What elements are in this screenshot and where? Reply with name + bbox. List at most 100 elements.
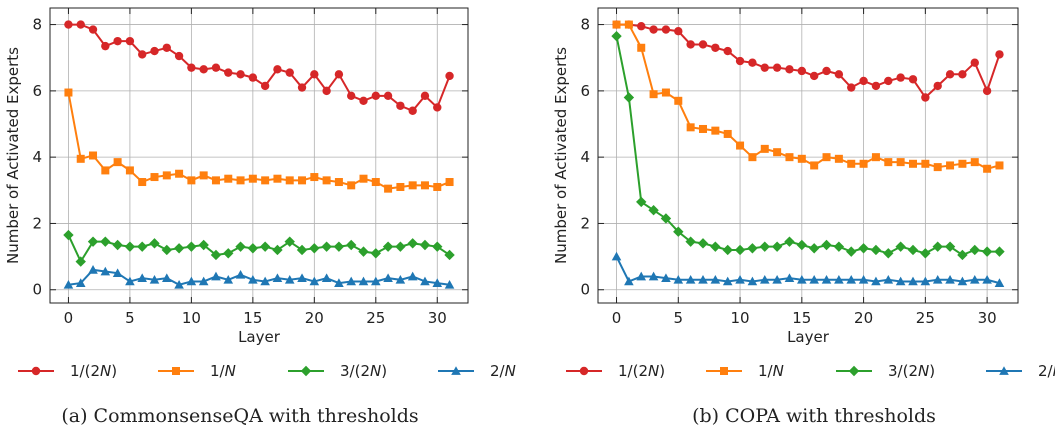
data-point [248, 174, 257, 183]
data-point [334, 178, 343, 187]
data-point [444, 279, 455, 289]
legend-marker [999, 366, 1009, 375]
data-point [334, 278, 344, 287]
y-tick-label: 8 [32, 16, 42, 34]
data-point [883, 274, 894, 284]
data-point [175, 169, 184, 178]
data-point [833, 241, 845, 252]
data-point [908, 75, 918, 84]
data-point [444, 249, 455, 261]
data-point [395, 241, 406, 252]
data-point [896, 158, 905, 167]
data-point [310, 70, 319, 79]
plot-frame [597, 7, 1019, 304]
y-tick-label: 6 [32, 82, 42, 100]
data-point [895, 241, 906, 252]
data-point [735, 274, 745, 284]
series-line [615, 256, 1000, 285]
data-point [710, 241, 721, 252]
x-tick-label: 5 [674, 309, 684, 327]
data-point [346, 276, 357, 286]
data-point [113, 36, 122, 46]
data-point [101, 41, 110, 51]
data-point [945, 70, 955, 79]
x-tick-label: 25 [366, 309, 385, 327]
data-point [322, 86, 331, 96]
data-point [797, 66, 807, 76]
data-point [161, 244, 172, 256]
data-point [760, 144, 769, 153]
data-point [907, 244, 919, 256]
data-point [150, 46, 159, 56]
data-point [994, 246, 1005, 257]
y-tick-label: 0 [580, 281, 590, 299]
data-point [957, 249, 968, 261]
data-point [309, 276, 320, 286]
y-tick-label: 8 [580, 16, 590, 34]
data-point [624, 20, 633, 29]
data-point [211, 176, 220, 185]
data-point [808, 243, 820, 254]
data-point [624, 276, 634, 286]
data-point [611, 30, 622, 42]
legend-label: 2/N [1038, 362, 1055, 380]
data-point [722, 244, 733, 256]
data-point [648, 271, 659, 281]
data-point [333, 241, 345, 252]
data-point [149, 238, 160, 249]
data-point [432, 278, 443, 287]
data-point [933, 81, 942, 91]
data-point [347, 181, 356, 190]
data-point [125, 276, 135, 286]
data-point [921, 159, 930, 168]
y-tick-label: 0 [32, 281, 42, 299]
data-point [946, 161, 955, 170]
data-point [112, 268, 123, 278]
data-point [187, 176, 196, 185]
data-point [322, 176, 331, 185]
legend-label: 1/N [758, 362, 784, 380]
chart-caption: (a) CommonsenseQA with thresholds [61, 405, 418, 427]
data-point [64, 88, 73, 97]
data-point [636, 271, 647, 281]
data-point [994, 278, 1005, 287]
y-tick-label: 6 [580, 82, 590, 100]
x-tick-label: 10 [731, 309, 750, 327]
data-point [113, 158, 122, 167]
data-point [248, 274, 258, 284]
data-point [420, 91, 430, 101]
data-point [784, 236, 795, 247]
data-point [407, 238, 418, 249]
data-point [224, 174, 233, 183]
data-point [138, 50, 147, 59]
legend-label: 3/(2N) [888, 362, 935, 380]
data-point [89, 151, 98, 160]
series-line [616, 23, 1001, 100]
series-line [67, 92, 450, 190]
data-point [76, 154, 85, 163]
data-point [358, 276, 369, 286]
data-point [420, 276, 430, 286]
data-point [785, 153, 794, 162]
data-point [100, 236, 111, 247]
data-point [871, 153, 880, 162]
data-point [649, 90, 658, 99]
data-point [162, 171, 171, 180]
chart-panel: 0 5 10 15 20 25 30 0 2 4 6 8 Layer Number of Activate… [4, 7, 516, 427]
data-point [408, 181, 417, 190]
data-point [945, 274, 955, 284]
data-point [396, 101, 405, 110]
data-point [137, 241, 148, 252]
data-point [735, 56, 745, 66]
data-point [698, 40, 708, 49]
data-point [932, 241, 943, 252]
data-point [370, 248, 381, 259]
data-point [235, 241, 246, 252]
data-point [847, 159, 856, 168]
data-point [932, 274, 943, 284]
data-point [236, 176, 245, 185]
data-point [834, 274, 844, 284]
y-tick-label: 4 [580, 148, 590, 166]
data-point [686, 123, 695, 132]
